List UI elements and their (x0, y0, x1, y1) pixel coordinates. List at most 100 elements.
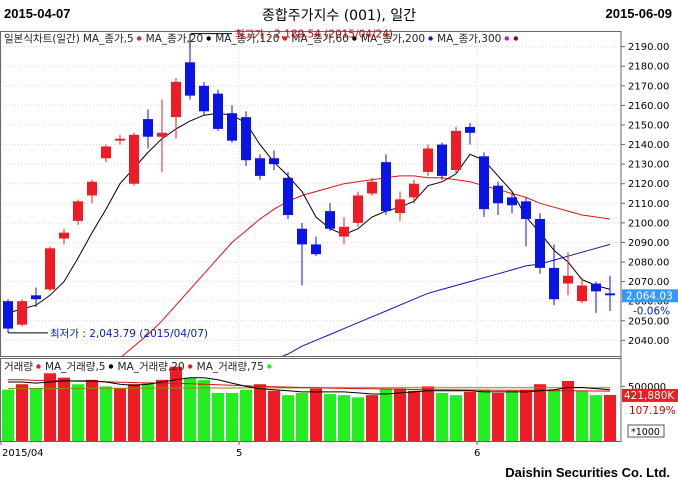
price-legend-label: MA_종가,300 (437, 33, 501, 45)
candle-body (535, 218, 545, 268)
volume-bar (184, 377, 196, 441)
candle-body (339, 226, 349, 237)
volume-bar (100, 386, 112, 441)
candle (171, 77, 181, 139)
candle (521, 197, 531, 247)
candle-body (171, 81, 181, 118)
last-volume-label: 421,880K (624, 390, 675, 402)
volume-bar (534, 384, 546, 441)
date-tick-label: 6 (474, 448, 480, 459)
volume-bar (478, 389, 490, 441)
end-date: 2015-06-09 (605, 6, 673, 21)
brand-footer: Daishin Securities Co. Ltd. (505, 465, 670, 480)
volume-bar (156, 379, 168, 441)
candle-body (157, 132, 167, 137)
price-legend-label: MA_종가,200 (361, 33, 425, 45)
volume-axis: 500000 *1000 (621, 382, 666, 438)
volume-bar (366, 395, 378, 441)
price-legend-label: MA_종가,20 (146, 33, 204, 45)
candle (535, 213, 545, 274)
volume-legend-marker (108, 364, 114, 369)
candle (325, 203, 335, 231)
candle (59, 228, 69, 245)
candle-body (115, 138, 125, 141)
candle (199, 81, 209, 116)
candle (143, 109, 153, 149)
ma5-line (7, 112, 611, 314)
candle (31, 287, 41, 308)
volume-bar (2, 389, 14, 441)
candle-body (367, 181, 377, 194)
volume-bar (72, 384, 84, 441)
candle (381, 154, 391, 216)
candle-body (241, 117, 251, 161)
candle (129, 132, 139, 186)
price-tick-label: 2170.00 (628, 81, 669, 92)
volume-bar (170, 366, 182, 441)
candle (297, 222, 307, 286)
price-legend-marker (513, 36, 519, 41)
price-tick-label: 2050.00 (628, 316, 669, 327)
candle-body (31, 295, 41, 300)
volume-legend-marker (267, 364, 272, 369)
candle-body (381, 162, 391, 212)
moving-average-lines (7, 112, 611, 356)
volume-ma5-line (8, 377, 611, 395)
candle-body (437, 144, 447, 176)
volume-bar (30, 388, 42, 441)
volume-legend-label: MA_거래량,20 (117, 361, 184, 373)
volume-bar (338, 395, 350, 441)
volume-bar (506, 390, 518, 441)
extreme-annotations: 최고가 : 2,189.54 (2015/04/24) 최저가 : 2,043.7… (8, 29, 393, 340)
volume-legend: 거래량 MA_거래량,5 MA_거래량,20 MA_거래량,75 (4, 361, 272, 373)
candle-body (59, 232, 69, 239)
candle (465, 123, 475, 145)
volume-series (2, 366, 616, 441)
candle (507, 193, 517, 214)
candle-body (283, 177, 293, 216)
last-value-tags: 2,064.03 -0.06% 421,880K 107.19% (622, 289, 678, 417)
price-legend-label: MA_종가,60 (291, 33, 349, 45)
candle-body (199, 85, 209, 112)
candle-body (129, 134, 139, 184)
price-axis: 2040.002050.002060.002070.002080.002090.… (621, 42, 669, 347)
candle-body (185, 62, 195, 96)
volume-bar (436, 392, 448, 441)
volume-bar (352, 397, 364, 441)
candle (73, 199, 83, 225)
price-legend-marker (352, 36, 357, 41)
candle (437, 142, 447, 180)
candle (269, 150, 279, 171)
volume-bar (562, 380, 574, 441)
volume-unit: *1000 (627, 424, 665, 438)
volume-bar (212, 392, 224, 441)
candle (185, 47, 195, 100)
price-legend: 일본식차트(일간) MA_종가,5 MA_종가,20 MA_종가,120 MA_종가,6… (4, 32, 519, 45)
min-label: 최저가 : 2,043.79 (2015/04/07) (50, 328, 208, 340)
candle-body (507, 197, 517, 206)
candle (87, 179, 97, 204)
volume-bar (520, 389, 532, 441)
price-tick-label: 2070.00 (628, 277, 669, 288)
candle (367, 177, 377, 196)
volume-bar (254, 384, 266, 441)
date-axis: 2015/04 5 6 (0, 441, 480, 459)
candle-body (311, 244, 321, 255)
volume-bar (198, 379, 210, 441)
price-legend-label: MA_종가,120 (215, 33, 279, 45)
candle (45, 246, 55, 292)
last-volume-tag: 421,880K (622, 388, 678, 402)
price-tick-label: 2040.00 (628, 336, 669, 347)
candle-body (17, 301, 27, 325)
volume-bar (142, 383, 154, 441)
price-tick-label: 2150.00 (628, 120, 669, 131)
volume-bar (282, 395, 294, 441)
volume-legend-label: MA_거래량,5 (45, 361, 106, 373)
candle (451, 126, 461, 174)
candle (3, 299, 13, 333)
candle-body (591, 283, 601, 292)
price-tick-label: 2190.00 (628, 42, 669, 53)
start-date: 2015-04-07 (4, 6, 71, 21)
candle-body (549, 267, 559, 300)
